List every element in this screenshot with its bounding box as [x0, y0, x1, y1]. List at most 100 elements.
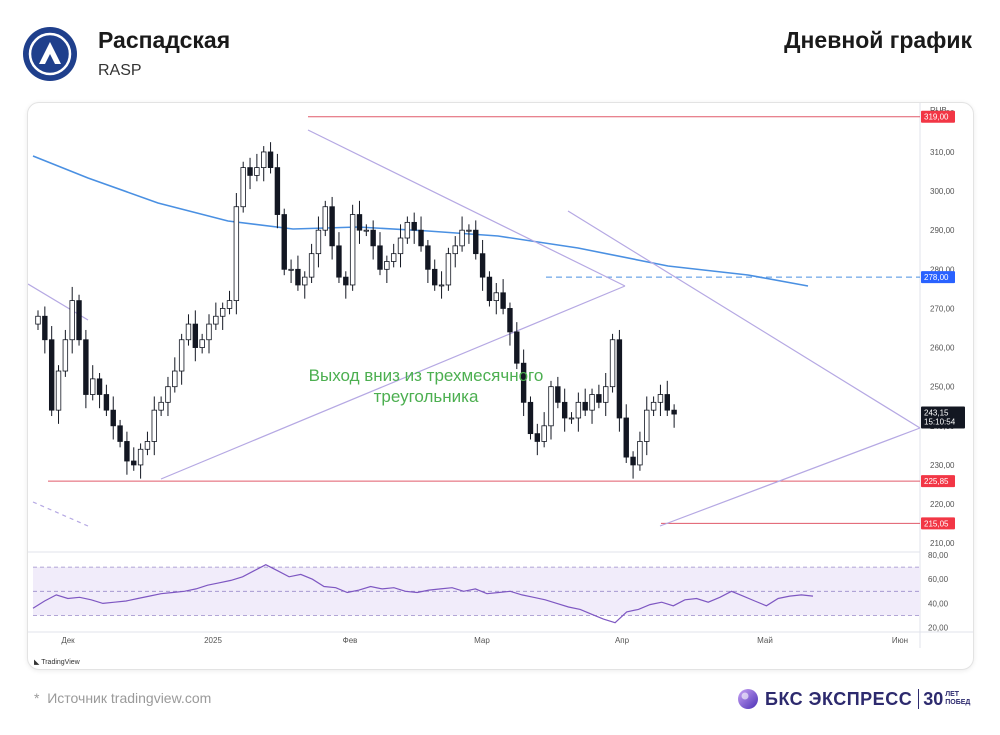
ticker-label: RASP — [98, 62, 142, 79]
candle-body — [185, 323, 192, 341]
y-tick-label: 250,00 — [930, 383, 955, 392]
moving-average-line — [32, 155, 809, 287]
rsi-tick-label: 60,00 — [928, 575, 949, 584]
level-tag — [921, 271, 955, 284]
y-tick-label: 220,00 — [930, 500, 955, 509]
y-tick-label: 210,00 — [930, 539, 955, 548]
trendline — [160, 285, 626, 480]
level-label: 215,05 — [924, 519, 949, 528]
candle-body — [459, 229, 465, 247]
brand-logo: БКС ЭКСПРЕСС 30 ЛЕТ ПОБЕД — [737, 686, 970, 712]
candle-body — [582, 401, 588, 411]
candle-body — [548, 386, 554, 427]
y-tick-label: 270,00 — [930, 304, 955, 313]
level-label: 319,00 — [924, 113, 949, 122]
candle-body — [151, 409, 157, 442]
trendline — [307, 129, 626, 287]
candle-body — [623, 417, 629, 458]
brand-separator — [918, 689, 920, 709]
candle-body — [199, 339, 205, 348]
last-price-tag — [921, 406, 965, 429]
candle-body — [418, 229, 424, 247]
last-price-value: 243,15 — [924, 408, 949, 417]
candle-body — [165, 386, 171, 403]
candle-body — [493, 292, 499, 302]
y-tick-label: 280,00 — [930, 265, 955, 274]
currency-label: RUB — [930, 106, 947, 115]
candle-body — [117, 425, 123, 442]
candle-body — [274, 167, 281, 215]
candle-body — [83, 339, 89, 395]
candle-body — [664, 394, 670, 411]
level-tag — [921, 475, 955, 488]
candle-body — [90, 378, 96, 395]
candle-body — [267, 151, 274, 168]
candle-body — [96, 378, 103, 395]
x-tick-label: Апр — [615, 636, 630, 645]
page-title: Распадская — [98, 27, 231, 53]
candle-body — [247, 167, 253, 176]
price-chart[interactable]: RUB210,00220,00230,00240,00250,00260,002… — [28, 103, 973, 669]
candle-body — [644, 409, 650, 442]
candle-body — [206, 323, 212, 341]
source-note: * Источник tradingview.com — [34, 690, 212, 706]
candle-body — [158, 401, 164, 411]
y-tick-label: 260,00 — [930, 344, 955, 353]
candle-body — [295, 268, 301, 286]
candle-body — [671, 409, 677, 415]
candle-body — [343, 276, 349, 286]
level-label: 278,00 — [924, 273, 949, 282]
candle-body — [397, 237, 404, 255]
candle-body — [541, 425, 547, 442]
candle-body — [411, 221, 417, 231]
brand-name: БКС ЭКСПРЕСС — [765, 688, 913, 709]
candle-body — [432, 268, 438, 286]
candle-body — [507, 308, 513, 333]
candle-body — [637, 441, 643, 466]
candle-body — [178, 339, 185, 372]
candle-body — [349, 214, 356, 286]
candle-body — [390, 253, 397, 262]
x-tick-label: Мар — [474, 636, 490, 645]
level-label: 225,85 — [924, 477, 949, 486]
candle-body — [322, 206, 328, 231]
candle-body — [240, 167, 246, 208]
trendline — [659, 427, 921, 527]
candle-body — [561, 401, 568, 419]
candle-body — [110, 409, 116, 427]
candle-body — [329, 206, 335, 247]
x-tick-label: Фев — [343, 636, 358, 645]
candle-body — [473, 229, 479, 255]
candle-body — [589, 394, 595, 411]
candle-body — [568, 417, 575, 420]
candle-body — [425, 245, 431, 270]
y-tick-label: 290,00 — [930, 226, 955, 235]
brand-years-text: ЛЕТ ПОБЕД — [945, 691, 971, 706]
candle-body — [657, 394, 664, 403]
candle-body — [62, 339, 69, 372]
candle-body — [363, 229, 370, 232]
company-logo-icon — [23, 27, 77, 81]
candle-body — [213, 315, 219, 325]
candle-body — [534, 433, 541, 442]
rsi-tick-label: 80,00 — [928, 551, 949, 560]
candle-body — [137, 448, 144, 466]
candle-body — [281, 214, 287, 270]
candle-body — [103, 394, 110, 411]
candle-body — [404, 221, 411, 239]
candle-body — [370, 229, 376, 247]
candle-body — [527, 401, 534, 435]
brand-circle-icon — [738, 689, 758, 709]
candle-body — [172, 370, 178, 388]
candle-body — [575, 401, 582, 419]
trendline — [567, 210, 921, 429]
x-tick-label: 2025 — [204, 636, 222, 645]
chart-period-title: Дневной график — [784, 27, 972, 53]
candle-body — [302, 276, 308, 286]
level-tag — [921, 110, 955, 123]
candle-body — [69, 300, 75, 341]
x-tick-label: Май — [757, 636, 773, 645]
candle-body — [609, 339, 616, 388]
candle-body — [42, 315, 48, 341]
last-price-time: 15:10:54 — [924, 417, 956, 426]
